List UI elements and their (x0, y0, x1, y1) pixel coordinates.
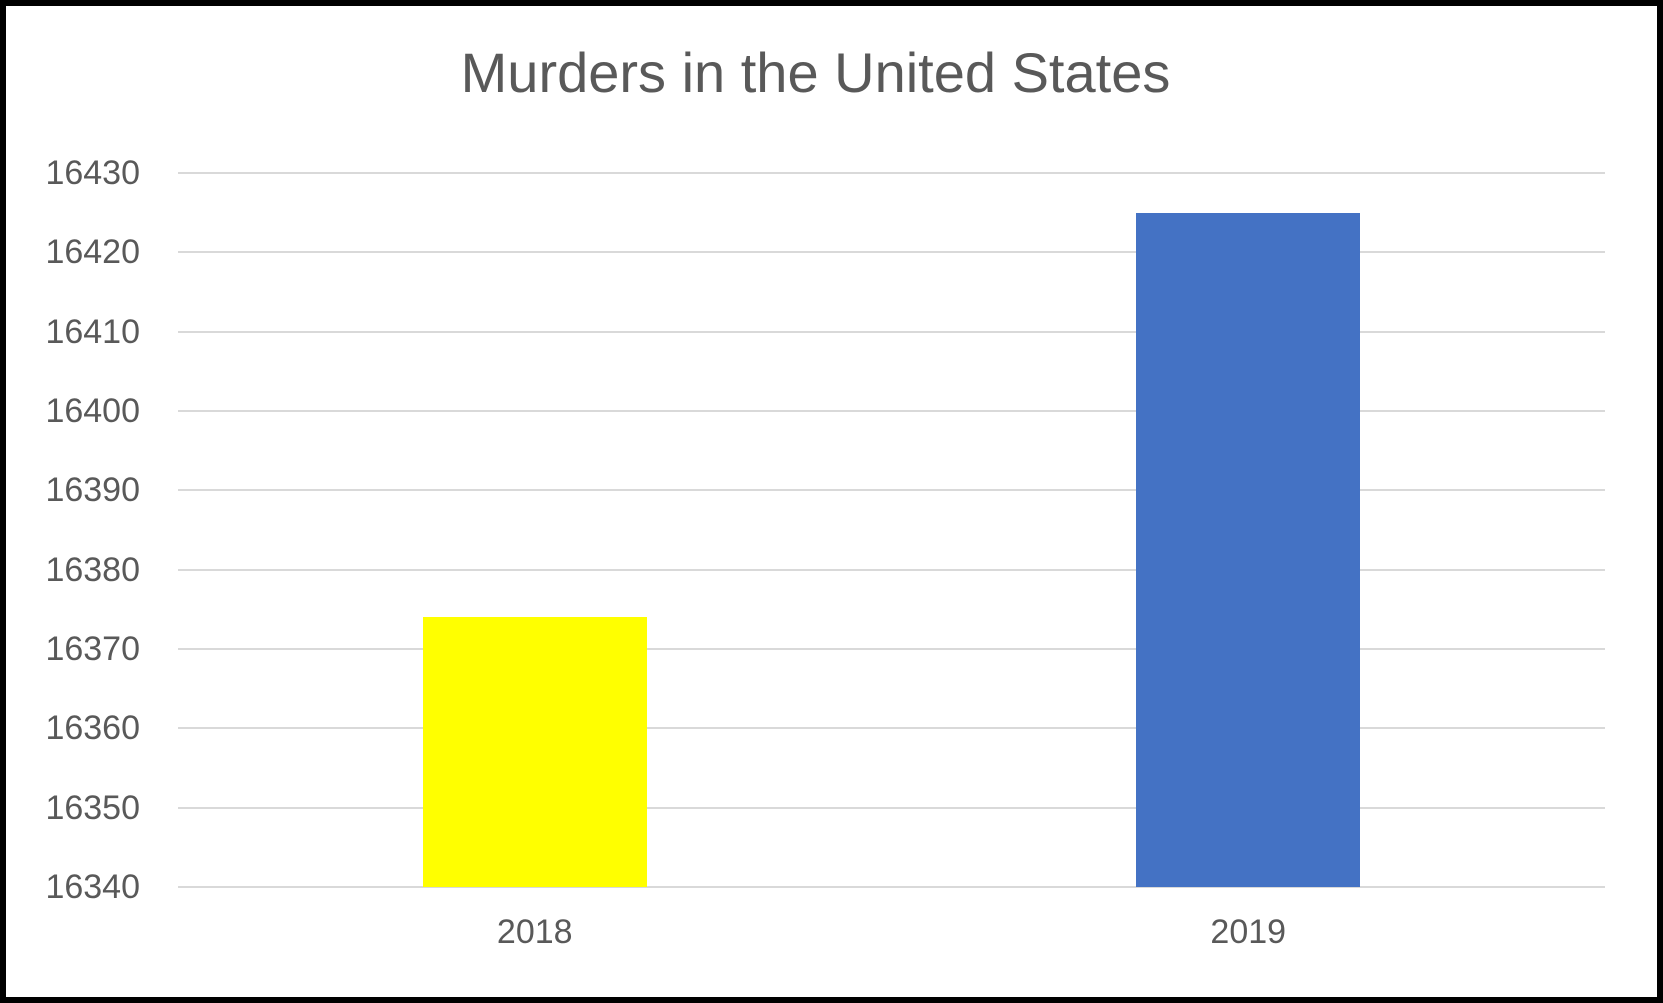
gridline-16360 (178, 727, 1605, 730)
gridline-16430 (178, 172, 1605, 174)
gridline-16340 (178, 886, 1605, 888)
gridline-16370 (178, 648, 1605, 650)
y-tick-label-16400: 16400 (45, 392, 140, 430)
gridline-16410 (178, 330, 1605, 333)
x-tick-label-2019: 2019 (1210, 913, 1287, 951)
gridline-16400 (178, 410, 1605, 412)
bar-2018 (422, 617, 647, 887)
y-tick-label-16340: 16340 (45, 868, 140, 906)
y-tick-label-16430: 16430 (45, 154, 140, 192)
y-tick-label-16360: 16360 (45, 709, 140, 748)
gridline-16350 (178, 806, 1605, 809)
gridline-16390 (178, 489, 1605, 492)
y-tick-label-16370: 16370 (45, 630, 140, 668)
bar-2019 (1136, 212, 1361, 887)
x-tick-label-2018: 2018 (496, 913, 573, 951)
gridline-16420 (178, 251, 1605, 254)
y-tick-label-16420: 16420 (45, 233, 140, 272)
y-tick-label-16390: 16390 (45, 471, 140, 510)
y-tick-label-16380: 16380 (45, 550, 140, 589)
y-tick-label-16410: 16410 (45, 312, 140, 351)
chart-title: Murders in the United States (460, 41, 1171, 104)
y-tick-label-16350: 16350 (45, 788, 140, 827)
gridline-16380 (178, 568, 1605, 571)
